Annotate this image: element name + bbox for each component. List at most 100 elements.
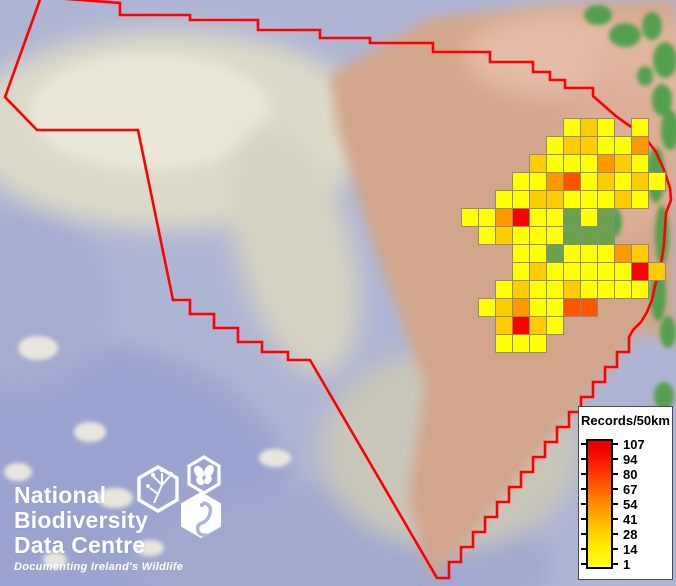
grid-cell (597, 172, 615, 191)
grid-cell (495, 334, 513, 353)
grid-cell (563, 136, 581, 155)
legend-tick-mark (613, 533, 618, 535)
grid-cell (512, 190, 530, 209)
grid-cell (614, 262, 632, 281)
legend-tick-label: 80 (623, 466, 638, 482)
logo-hexagons (137, 455, 221, 539)
legend-tick-mark (581, 518, 586, 520)
legend-tick-label: 41 (623, 511, 638, 527)
grid-cell (529, 298, 547, 317)
grid-cell (597, 154, 615, 173)
legend-tick-mark (581, 488, 586, 490)
logo-line-1: National (14, 482, 107, 508)
grid-cell (580, 190, 598, 209)
grid-cell (495, 226, 513, 245)
legend-tick-mark (613, 548, 618, 550)
grid-cell (546, 262, 564, 281)
logo-tagline: Documenting Ireland's Wildlife (14, 561, 184, 573)
legend-tick-mark (581, 458, 586, 460)
legend: Records/50km 107 94 80 67 54 41 28 14 1 (578, 406, 673, 580)
legend-tick-mark (581, 503, 586, 505)
grid-cell (597, 226, 615, 245)
grid-cell (546, 226, 564, 245)
legend-tick-mark (581, 563, 586, 565)
grid-cell (580, 118, 598, 137)
grid-cell (563, 280, 581, 299)
grid-cell (529, 280, 547, 299)
grid-cell (614, 154, 632, 173)
grid-cell (478, 208, 496, 227)
legend-colorbar (586, 439, 613, 569)
grid-cell (614, 280, 632, 299)
grid-cell (495, 280, 513, 299)
grid-cell (546, 190, 564, 209)
legend-tick-label: 94 (623, 451, 638, 467)
grid-cell (529, 226, 547, 245)
grid-cell (580, 136, 598, 155)
grid-cell (614, 244, 632, 263)
nbdc-logo: National Biodiversity Data Centre Docume… (14, 455, 221, 573)
grid-cell (495, 208, 513, 227)
legend-tick-mark (613, 443, 618, 445)
grid-cell (580, 172, 598, 191)
grid-cell (563, 298, 581, 317)
grid-cell (512, 262, 530, 281)
grid-cell (529, 208, 547, 227)
grid-cell (648, 172, 666, 191)
grid-cell (563, 118, 581, 137)
grid-cell (546, 244, 564, 263)
grid-cell (597, 208, 615, 227)
grid-cell (546, 172, 564, 191)
grid-cell (512, 172, 530, 191)
seafloor-speckles (4, 336, 291, 568)
grid-cell (563, 190, 581, 209)
grid-cell (580, 280, 598, 299)
grid-cell (597, 118, 615, 137)
grid-cell (614, 172, 632, 191)
legend-tick-label: 107 (623, 436, 645, 452)
legend-tick-label: 28 (623, 526, 638, 542)
legend-tick-mark (613, 563, 618, 565)
legend-title: Records/50km (581, 413, 670, 428)
grid-cell (580, 244, 598, 263)
legend-tick-mark (613, 458, 618, 460)
legend-tick-mark (581, 473, 586, 475)
grid-cell (614, 136, 632, 155)
butterfly-icon (187, 455, 221, 495)
grid-cell (597, 244, 615, 263)
grid-cell (512, 280, 530, 299)
legend-tick-mark (581, 548, 586, 550)
legend-tick-mark (613, 488, 618, 490)
grid-cell (580, 208, 598, 227)
seahorse-icon (181, 491, 221, 539)
grid-cell (597, 262, 615, 281)
grid-cell (529, 244, 547, 263)
grid-cell (529, 172, 547, 191)
grid-cell (631, 118, 649, 137)
legend-tick-label: 14 (623, 541, 638, 557)
legend-tick-label: 1 (623, 556, 631, 572)
legend-tick-label: 67 (623, 481, 638, 497)
grid-cell (478, 298, 496, 317)
logo-line-3: Data Centre (14, 532, 146, 558)
grid-cell (580, 226, 598, 245)
shelf-tongue (229, 125, 361, 375)
grid-cell (648, 262, 666, 281)
grid-cell (546, 136, 564, 155)
grid-cell (597, 190, 615, 209)
grid-cell (563, 244, 581, 263)
grid-cell (614, 190, 632, 209)
grid-cell (529, 262, 547, 281)
grid-cell (495, 298, 513, 317)
legend-tick-mark (581, 443, 586, 445)
grid-cell (546, 316, 564, 335)
grid-cell (597, 280, 615, 299)
grid-cell (631, 136, 649, 155)
grid-cell (563, 172, 581, 191)
legend-tick-mark (613, 518, 618, 520)
grid-cell (631, 280, 649, 299)
grid-cell (563, 262, 581, 281)
grid-cell (529, 190, 547, 209)
